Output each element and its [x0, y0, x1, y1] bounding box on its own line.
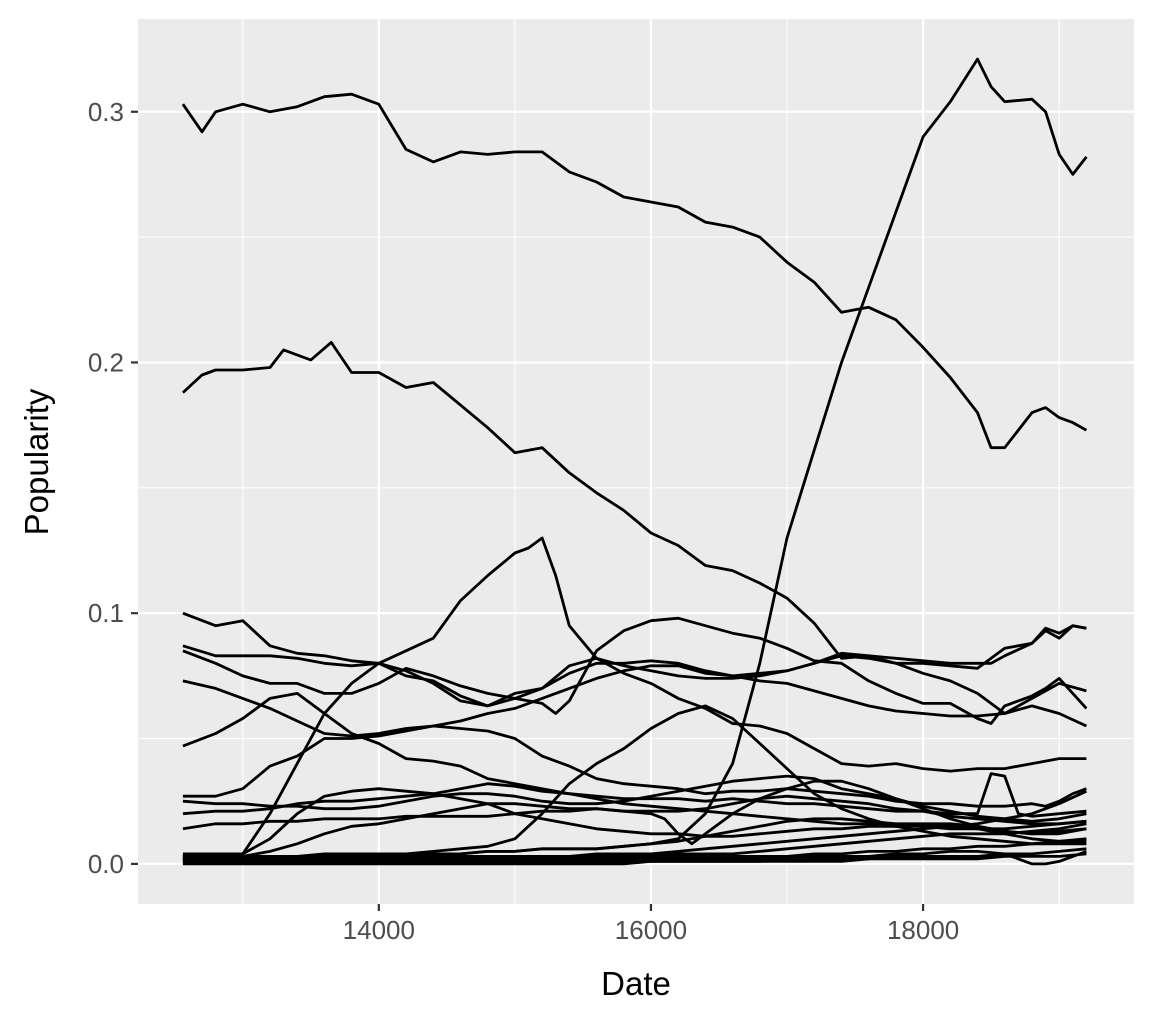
- series-line-20: [182, 837, 1087, 858]
- y-tick-label: 0.3: [88, 97, 124, 127]
- series-line-12: [182, 772, 1087, 818]
- series-line-5: [182, 611, 1087, 708]
- y-tick-label: 0.1: [88, 598, 124, 628]
- x-axis-ticks: 14000 16000 18000: [343, 904, 959, 945]
- series-lines: [181, 57, 1088, 866]
- series-line-10: [182, 664, 1087, 798]
- y-tick-label: 0.0: [88, 849, 124, 879]
- minor-gridlines: [138, 19, 1134, 904]
- plot-panel: [138, 19, 1134, 904]
- y-axis-title: Popularity: [18, 388, 55, 535]
- series-line-23: [182, 852, 1087, 866]
- series-line-2: [181, 341, 1087, 670]
- x-tick-label: 16000: [615, 915, 687, 945]
- y-axis-ticks: 0.0 0.1 0.2 0.3: [88, 97, 138, 879]
- series-line-8: [182, 679, 1087, 808]
- x-axis-title: Date: [601, 965, 671, 1002]
- x-tick-label: 18000: [887, 915, 959, 945]
- series-line-1: [181, 92, 1088, 450]
- series-line-4: [182, 536, 1087, 858]
- y-tick-label: 0.2: [88, 347, 124, 377]
- series-line-7: [182, 616, 1088, 725]
- series-line-22: [182, 850, 1087, 866]
- x-tick-label: 14000: [343, 915, 415, 945]
- series-line-15: [182, 779, 1087, 861]
